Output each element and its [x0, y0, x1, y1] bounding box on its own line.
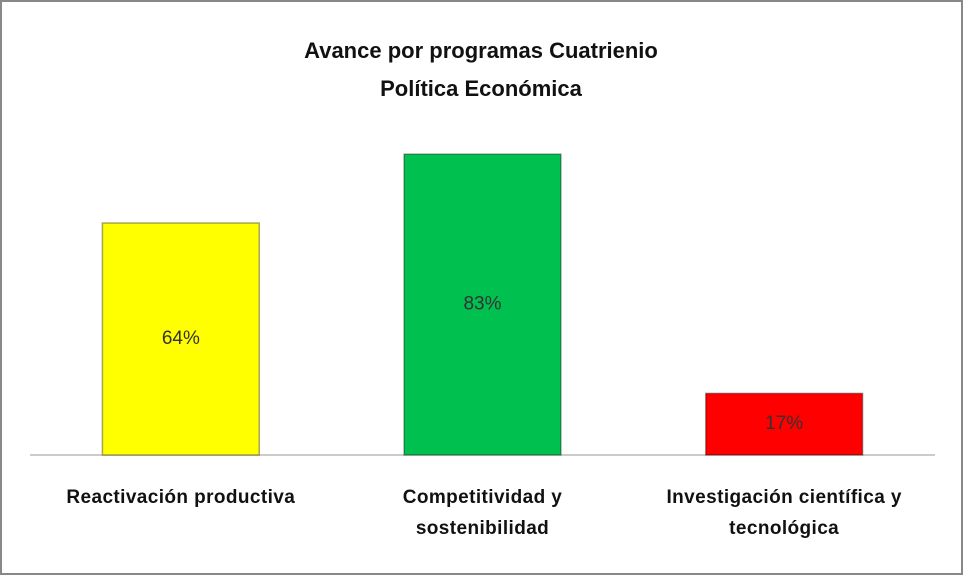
value-label: 83% — [463, 294, 501, 315]
x-tick-label: Reactivación productiva — [66, 487, 296, 508]
x-tick-label: Competitividad y sostenibilidad — [402, 487, 563, 539]
bar — [403, 153, 562, 456]
bar — [101, 222, 261, 456]
chart-title: Política Económica — [380, 76, 582, 101]
x-tick-label: Investigación científica y tecnológica — [666, 487, 902, 539]
value-label: 64% — [162, 328, 200, 349]
bar — [704, 392, 864, 456]
value-label: 17% — [765, 413, 803, 434]
chart-title: Avance por programas Cuatrienio — [304, 38, 658, 63]
